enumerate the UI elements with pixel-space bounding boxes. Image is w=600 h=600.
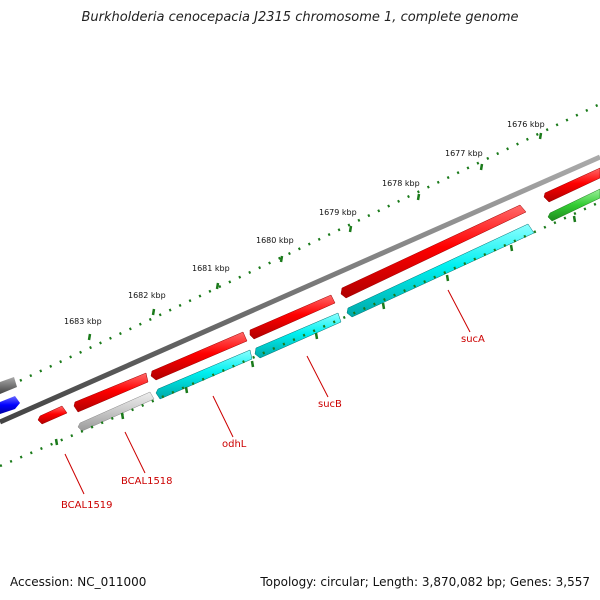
gene-arrow-forward-4	[73, 372, 149, 413]
gene-label-odhL: odhL	[222, 439, 247, 450]
outer-ruler-dots	[0, 102, 600, 392]
forward-strand-track	[37, 167, 600, 425]
outer-ruler-major-ticks	[87, 132, 543, 341]
gene-arrow-BCAL1518	[77, 391, 155, 432]
gene-arrow-sucB	[254, 312, 342, 359]
gene-label-BCAL1519: BCAL1519	[61, 500, 113, 511]
gene-arrow-odhL	[155, 349, 253, 400]
ruler-label-1678: 1678 kbp	[382, 179, 420, 188]
ruler-label-1677: 1677 kbp	[445, 149, 483, 158]
gene-arrow-green	[547, 188, 600, 222]
leader-line-sucA	[447, 289, 471, 333]
ruler-label-1681: 1681 kbp	[192, 264, 230, 273]
leader-line-odhL	[212, 395, 234, 438]
gene-label-BCAL1518: BCAL1518	[121, 476, 173, 487]
leader-line-BCAL1518	[124, 431, 146, 474]
accession-text: Accession: NC_011000	[10, 575, 147, 589]
inner-ruler-major-ticks	[54, 215, 577, 446]
gene-arrow-sucA-forward	[340, 204, 527, 299]
genome-summary-text: Topology: circular; Length: 3,870,082 bp…	[260, 575, 590, 589]
gene-arrow-left-grey	[0, 377, 17, 394]
ruler-label-1682: 1682 kbp	[128, 291, 166, 300]
gene-arrow-left-blue	[0, 396, 20, 414]
genome-title: Burkholderia cenocepacia J2315 chromosom…	[81, 10, 519, 25]
reverse-strand-track	[77, 188, 600, 432]
inner-ruler-dots	[0, 200, 600, 468]
gene-arrow-forward-right	[543, 167, 600, 203]
leader-line-sucB	[306, 355, 329, 398]
gene-label-sucA: sucA	[461, 334, 485, 345]
gene-arrow-sucA	[346, 223, 535, 318]
gene-arrow-BCAL1519	[37, 405, 68, 425]
gene-arrow-forward-2	[249, 294, 336, 340]
ruler-label-1679: 1679 kbp	[319, 208, 357, 217]
gene-label-sucB: sucB	[318, 399, 342, 410]
ruler-label-1683: 1683 kbp	[64, 317, 102, 326]
ruler-labels: 1676 kbp 1677 kbp 1678 kbp 1679 kbp 1680…	[64, 120, 545, 326]
genome-backbone	[0, 154, 600, 425]
gene-arrow-forward-3	[150, 331, 248, 381]
ruler-label-1680: 1680 kbp	[256, 236, 294, 245]
ruler-label-1676: 1676 kbp	[507, 120, 545, 129]
gene-labels: sucA sucB odhL BCAL1518 BCAL1519	[61, 289, 485, 511]
leader-line-BCAL1519	[64, 453, 85, 495]
